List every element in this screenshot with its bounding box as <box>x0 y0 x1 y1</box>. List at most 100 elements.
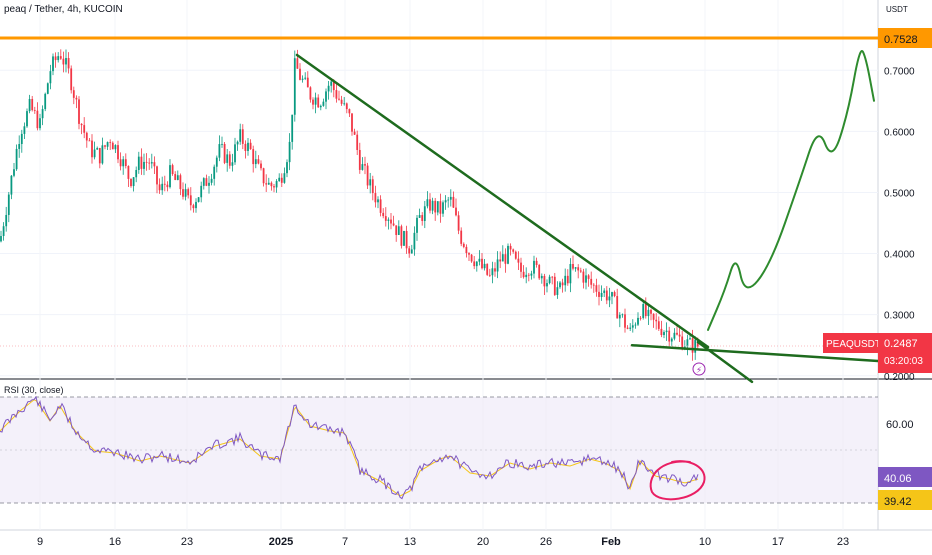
candle-body <box>434 200 437 213</box>
candle-body <box>400 226 403 246</box>
candle-body <box>158 184 161 191</box>
candle-body <box>678 334 681 337</box>
candle-body <box>93 149 96 158</box>
candle-body <box>561 282 564 286</box>
candle-body <box>527 274 530 276</box>
candle-body <box>442 202 444 214</box>
projection-path <box>707 50 875 331</box>
candle-body <box>366 165 369 186</box>
candle-body <box>410 249 413 254</box>
candle-body <box>132 177 135 187</box>
candle-body <box>7 194 10 215</box>
candle-body <box>18 144 21 149</box>
candle-body <box>260 163 262 169</box>
candle-body <box>465 246 468 254</box>
candle-body <box>46 83 49 94</box>
candle-body <box>122 159 125 167</box>
candle-body <box>202 178 205 186</box>
candle-body <box>579 270 582 272</box>
candle-body <box>106 142 109 147</box>
rsi-circle-annotation <box>649 460 706 501</box>
candle-body <box>49 71 52 84</box>
candle-body <box>104 145 106 147</box>
candle-body <box>111 142 114 150</box>
candle-body <box>598 291 600 297</box>
y-tick-label: 0.6000 <box>884 127 915 138</box>
candle-body <box>338 98 340 100</box>
candle-body <box>559 282 561 288</box>
support-trendline <box>630 343 882 363</box>
candle-body <box>135 169 138 178</box>
candle-body <box>96 148 99 150</box>
rsi-value-badge <box>878 467 932 487</box>
y-tick-label: 0.2000 <box>884 372 915 383</box>
candle-body <box>384 216 387 221</box>
candle-body <box>585 275 587 283</box>
currency-label: USDT <box>886 5 908 14</box>
candle-body <box>572 264 574 269</box>
candle-body <box>392 223 395 226</box>
candle-body <box>590 278 593 285</box>
candle-body <box>236 141 239 145</box>
candle-body <box>244 143 247 151</box>
candle-body <box>655 319 658 322</box>
candle-body <box>470 254 473 262</box>
candle-body <box>78 99 80 124</box>
candle-body <box>358 149 361 170</box>
candle-body <box>296 58 299 69</box>
candle-body <box>660 328 663 336</box>
candle-body <box>98 148 101 164</box>
candle-body <box>83 125 86 133</box>
candle-body <box>249 142 252 150</box>
candle-body <box>647 309 650 317</box>
candle-body <box>179 175 182 190</box>
candle-body <box>325 91 327 102</box>
lower-trendline <box>696 340 754 384</box>
candle-body <box>665 330 668 333</box>
candle-body <box>564 275 567 286</box>
candle-body <box>252 149 255 165</box>
candle-body <box>517 258 520 263</box>
candle-body <box>343 103 346 105</box>
candle-body <box>444 200 447 203</box>
candle-body <box>525 274 528 278</box>
candle-body <box>577 267 580 271</box>
rsi-ma-badge <box>878 490 932 510</box>
candle-body <box>85 132 88 141</box>
candle-body <box>280 177 283 183</box>
candle-body <box>218 144 221 158</box>
event-marker <box>692 362 706 376</box>
rsi-ma-text: 39.42 <box>884 496 912 508</box>
candle-body <box>395 225 398 235</box>
candle-body <box>371 179 374 194</box>
x-tick-label: 13 <box>404 536 416 548</box>
candle-body <box>28 98 31 112</box>
candle-body <box>436 201 439 213</box>
candle-body <box>543 275 546 287</box>
candle-body <box>335 90 338 99</box>
descending-trendline <box>295 53 710 349</box>
candle-body <box>114 145 117 150</box>
candle-body <box>182 189 184 197</box>
x-tick-label: 16 <box>109 536 121 548</box>
candle-body <box>171 165 174 175</box>
rsi-label: RSI (30, close) <box>4 385 64 395</box>
candle-body <box>540 275 543 279</box>
candle-body <box>0 236 2 242</box>
candle-body <box>145 161 148 163</box>
candle-body <box>176 175 179 180</box>
candle-body <box>223 143 226 163</box>
candle-body <box>447 199 450 201</box>
candle-body <box>226 154 229 163</box>
candle-body <box>603 290 606 293</box>
symbol-badge-text: PEAQUSDT <box>826 339 881 350</box>
candle-body <box>174 174 177 180</box>
candle-body <box>163 183 166 185</box>
candle-body <box>431 200 434 211</box>
candle-body <box>143 161 145 169</box>
candle-body <box>673 332 676 339</box>
candle-body <box>312 99 314 105</box>
candle-body <box>314 97 317 105</box>
